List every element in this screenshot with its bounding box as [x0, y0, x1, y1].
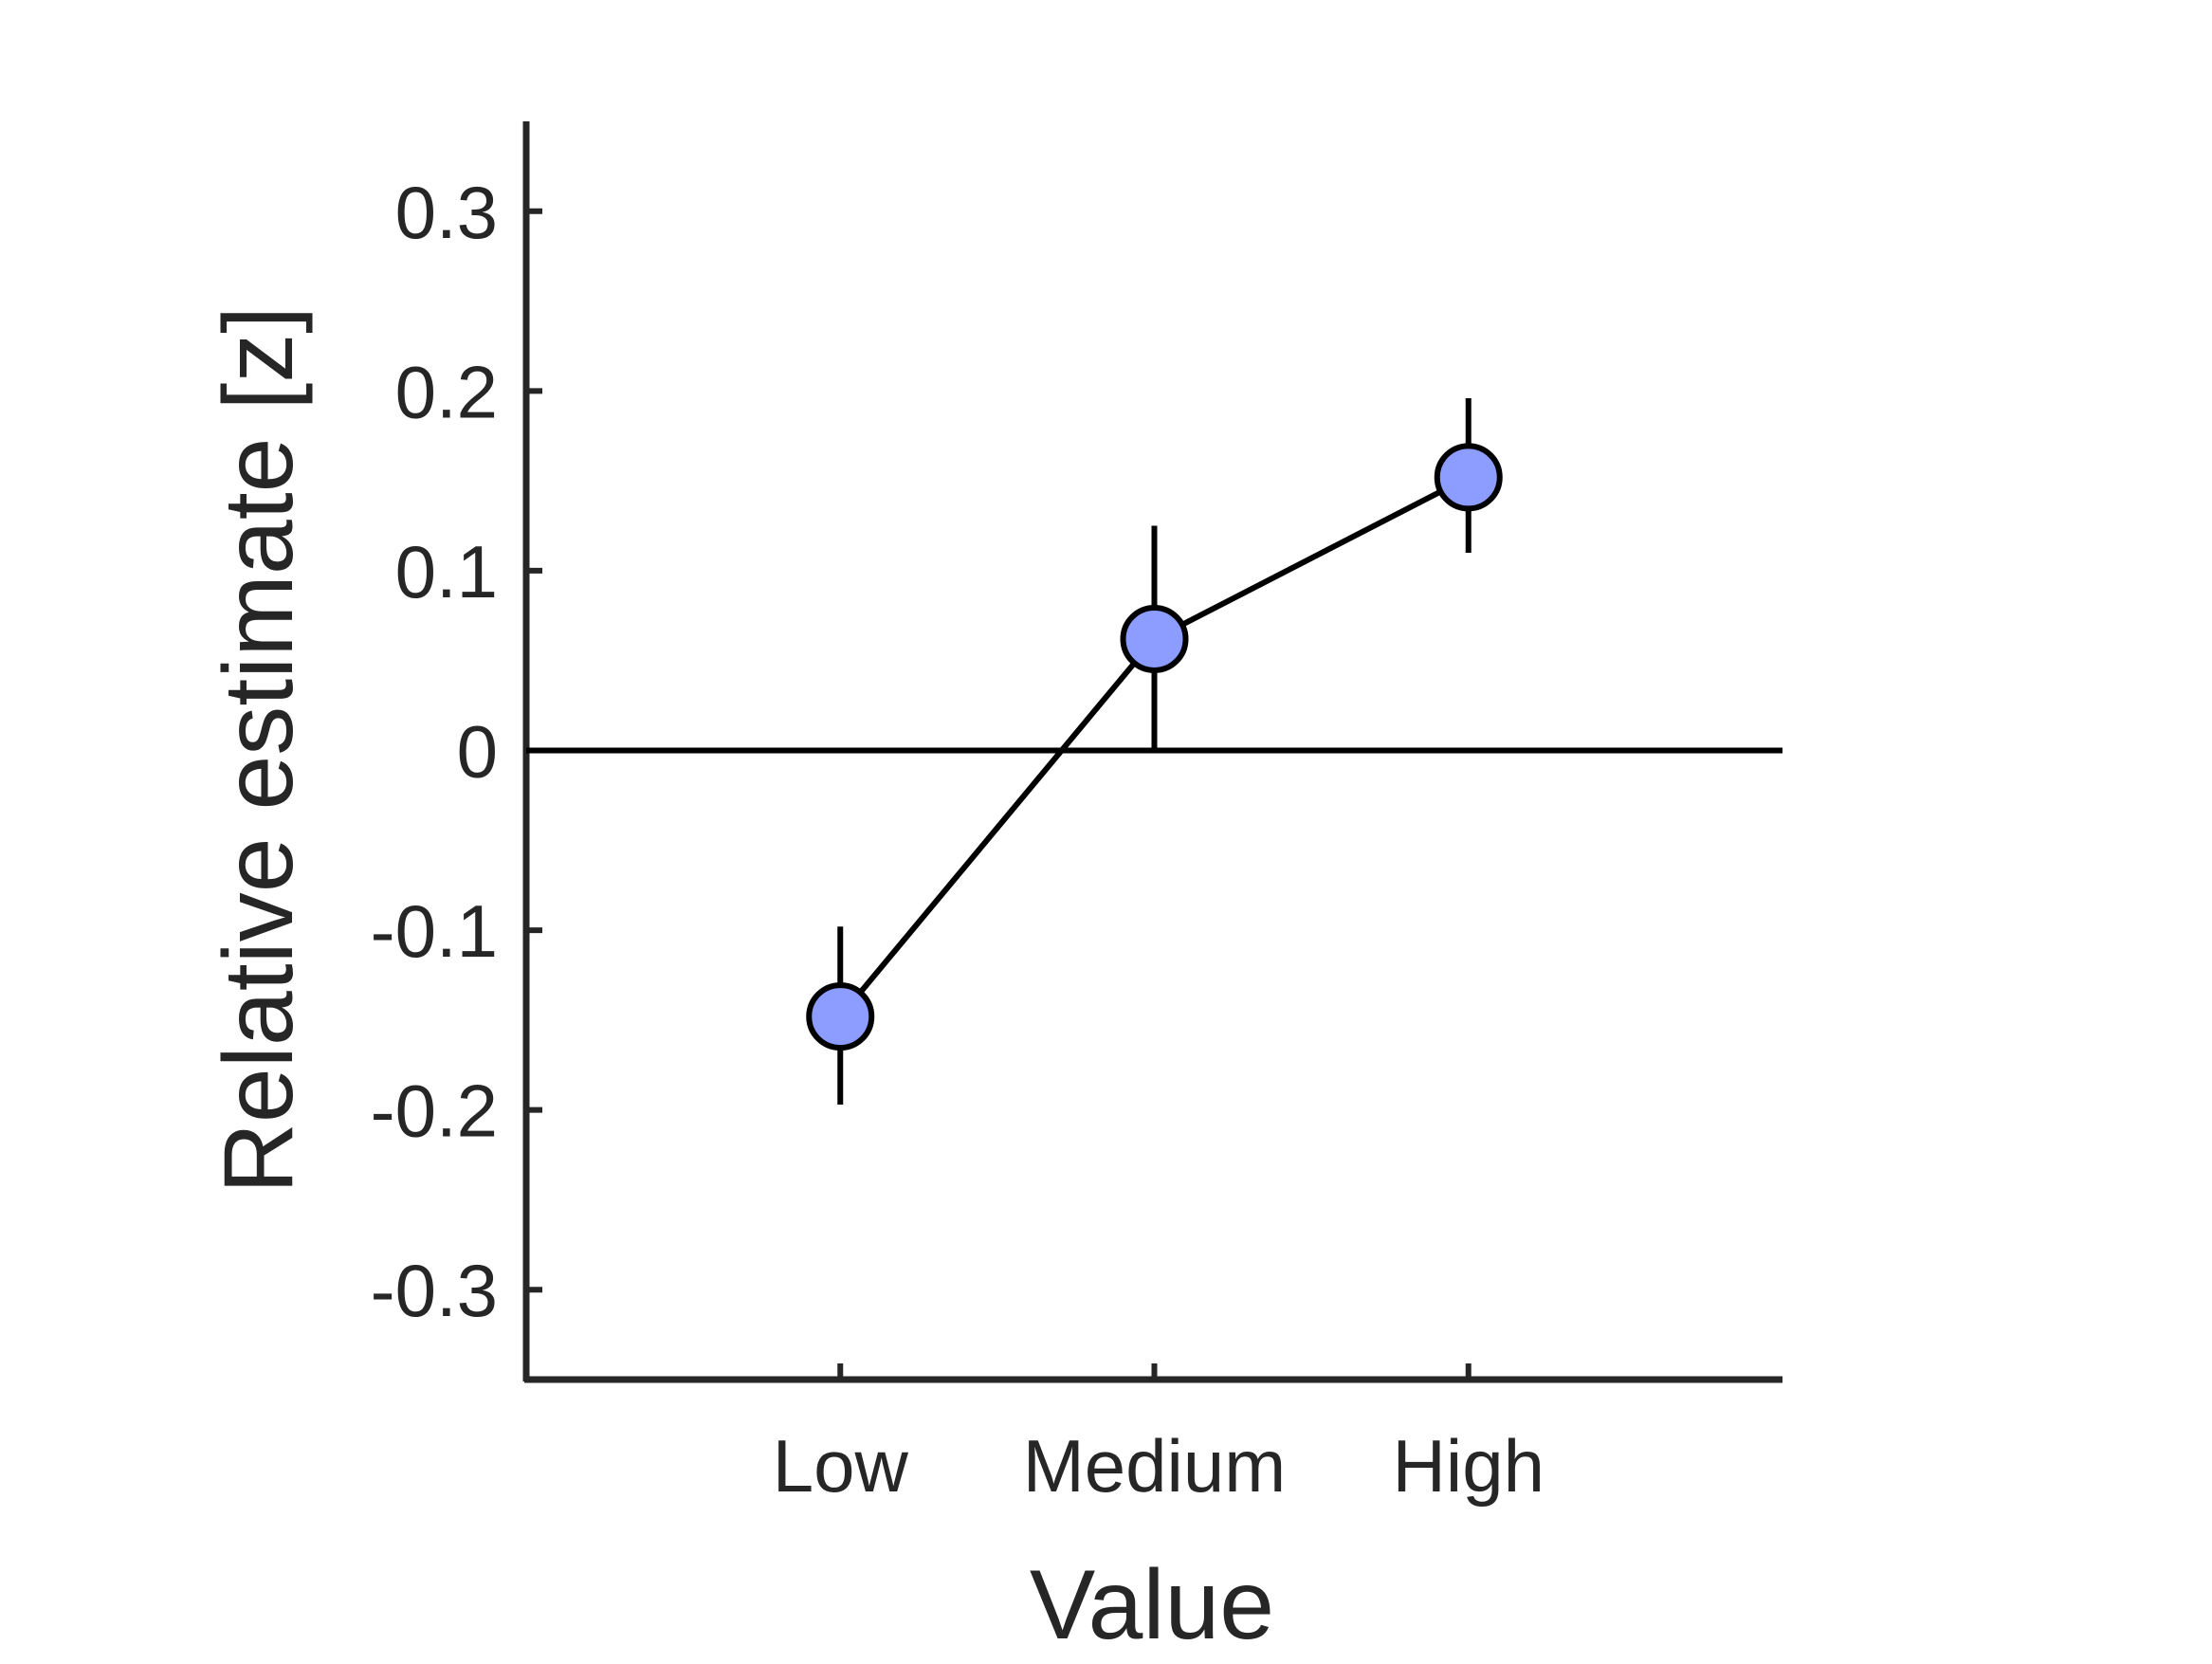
y-tick-label: 0 — [457, 710, 498, 794]
y-tick-label: 0.1 — [395, 530, 498, 613]
x-tick-label: High — [1393, 1424, 1545, 1508]
y-tick-label: 0.3 — [395, 171, 498, 254]
series-group — [806, 397, 1503, 1105]
data-point — [1434, 443, 1503, 512]
data-point — [806, 982, 875, 1051]
ticks — [526, 208, 1472, 1380]
y-tick-label: -0.2 — [371, 1070, 498, 1153]
y-tick-label: -0.1 — [371, 889, 498, 973]
y-axis-title: Relative estimate [z] — [204, 306, 314, 1194]
x-axis-title: Value — [1030, 1550, 1274, 1659]
x-tick-label: Medium — [1023, 1424, 1286, 1508]
x-tick-label: Low — [773, 1424, 909, 1508]
y-tick-label: 0.2 — [395, 350, 498, 433]
labels: -0.3 -0.2 -0.1 0 0.1 0.2 0.3 Low Medium High — [371, 171, 1545, 1508]
data-point — [1120, 604, 1189, 673]
y-tick-label: -0.3 — [371, 1249, 498, 1332]
